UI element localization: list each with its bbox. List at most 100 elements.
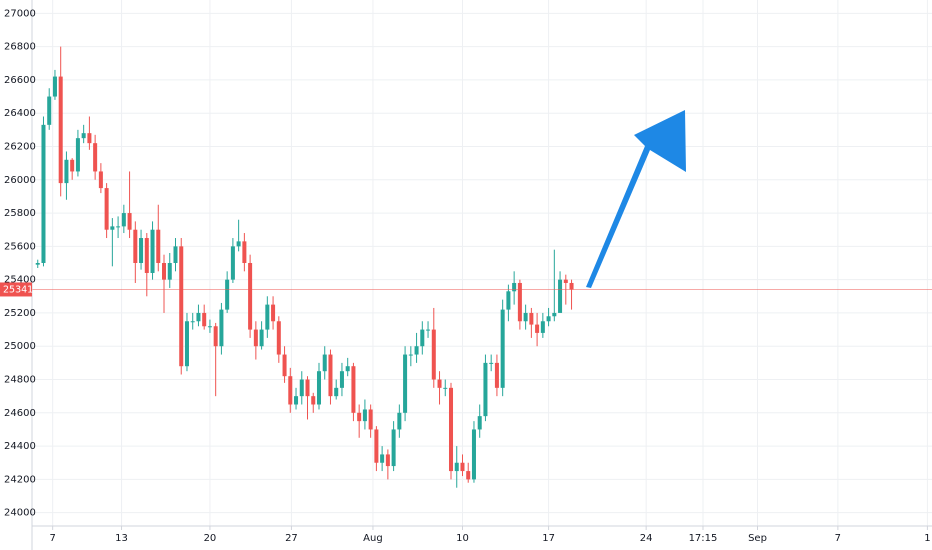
y-tick-label: 25000 <box>4 341 36 352</box>
candle-body <box>196 312 201 322</box>
arrow-annotation <box>586 110 686 288</box>
candle-body <box>156 229 161 263</box>
candle-body <box>408 354 413 356</box>
candle-body <box>477 416 482 430</box>
candle-body <box>357 412 362 422</box>
candle-body <box>569 282 574 290</box>
candle-body <box>517 282 522 322</box>
candle-body <box>230 246 235 280</box>
candle-body <box>207 326 212 328</box>
candle-body <box>58 76 63 184</box>
y-tick-label: 26800 <box>4 42 36 53</box>
x-tick-label: 1 <box>924 533 930 544</box>
y-tick-label: 25800 <box>4 208 36 219</box>
candle-body <box>75 138 80 172</box>
candle-body <box>225 279 230 310</box>
candle-body <box>139 238 144 263</box>
candle-body <box>403 354 408 413</box>
candle-body <box>466 471 471 480</box>
candle-body <box>93 143 98 172</box>
candle-body <box>535 324 540 333</box>
candle-body <box>558 279 563 313</box>
y-tick-label: 26600 <box>4 75 36 86</box>
candle-body <box>345 366 350 372</box>
candle-body <box>116 226 121 228</box>
candle-body <box>506 291 511 310</box>
candle-body <box>454 462 459 472</box>
candle-body <box>494 362 499 388</box>
candle-body <box>271 304 276 322</box>
candle-body <box>242 241 247 263</box>
candle-body <box>104 188 109 230</box>
candle-body <box>162 263 167 280</box>
candle-body <box>253 329 258 347</box>
candle-body <box>173 246 178 263</box>
candle-body <box>259 329 264 347</box>
candle-body <box>184 321 189 367</box>
x-tick-label: Aug <box>363 533 383 544</box>
x-tick-label: 17 <box>542 533 555 544</box>
x-tick-label: 10 <box>456 533 469 544</box>
x-tick-label: 7 <box>49 533 55 544</box>
candle-body <box>282 354 287 377</box>
y-tick-label: 24400 <box>4 441 36 452</box>
candle-body <box>460 462 465 472</box>
x-tick-label: 13 <box>115 533 128 544</box>
candle-body <box>47 96 52 125</box>
y-tick-label: 25600 <box>4 241 36 252</box>
candle-body <box>150 229 155 273</box>
candle-body <box>523 312 528 322</box>
y-tick-label: 25200 <box>4 308 36 319</box>
candle-body <box>213 326 218 347</box>
candle-body <box>339 371 344 388</box>
x-tick-label: 27 <box>285 533 298 544</box>
candle-body <box>87 133 92 144</box>
candle-body <box>265 304 270 330</box>
y-tick-label: 27000 <box>4 8 36 19</box>
candle-body <box>546 316 551 322</box>
candle-body <box>110 226 115 230</box>
candle-body <box>385 454 390 467</box>
candle-body <box>299 379 304 397</box>
x-tick-label: 17:15 <box>689 533 718 544</box>
candle-body <box>414 346 419 355</box>
candle-body <box>248 263 253 330</box>
x-tick-label: Sep <box>748 533 767 544</box>
y-tick-label: 24800 <box>4 375 36 386</box>
candle-body <box>471 429 476 480</box>
x-tick-label: 24 <box>640 533 653 544</box>
candle-body <box>305 379 310 397</box>
candle-body <box>35 263 40 265</box>
candle-body <box>322 354 327 372</box>
y-tick-label: 24200 <box>4 474 36 485</box>
candle-body <box>380 454 385 463</box>
candle-body <box>81 133 86 139</box>
candle-body <box>500 309 505 388</box>
candle-body <box>368 409 373 430</box>
last-price-label: 25341 <box>3 284 33 295</box>
candle-body <box>391 429 396 467</box>
candle-body <box>540 321 545 333</box>
candle-body <box>437 379 442 388</box>
candle-body <box>328 354 333 397</box>
candle-body <box>529 312 534 325</box>
candle-body <box>448 387 454 472</box>
y-tick-label: 24600 <box>4 408 36 419</box>
y-tick-label: 25400 <box>4 275 36 286</box>
x-tick-label: 7 <box>835 533 841 544</box>
candle-body <box>397 412 402 430</box>
candle-body <box>190 321 195 323</box>
candle-body <box>420 329 425 347</box>
candle-body <box>483 362 488 417</box>
candle-body <box>52 76 57 97</box>
candle-body <box>563 279 568 283</box>
candle-body <box>70 159 75 172</box>
y-tick-label: 26000 <box>4 175 36 186</box>
candle-body <box>133 229 138 263</box>
candle-body <box>362 409 367 422</box>
candle-body <box>167 263 172 280</box>
candle-body <box>144 238 149 273</box>
candle-body <box>288 376 293 405</box>
